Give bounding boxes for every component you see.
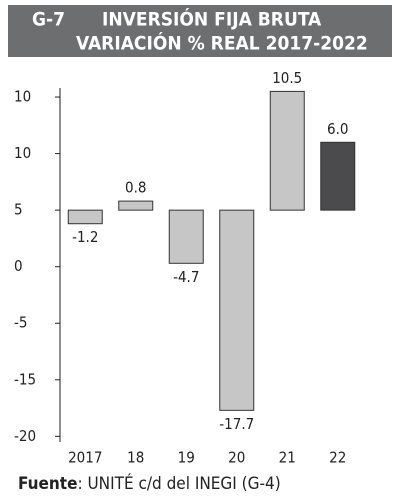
x-tick-label: 18 bbox=[127, 449, 144, 467]
source-label: Fuente bbox=[18, 474, 77, 494]
chart-code: G-7 bbox=[32, 9, 65, 31]
y-tick-label: -5 bbox=[14, 314, 27, 332]
y-tick-label: 10 bbox=[14, 144, 31, 162]
bar bbox=[320, 141, 356, 211]
value-label: 6.0 bbox=[327, 120, 348, 138]
y-tick-label: 5 bbox=[14, 201, 23, 219]
value-label: 0.8 bbox=[125, 179, 146, 197]
value-label: -4.7 bbox=[173, 268, 199, 286]
chart-subtitle: VARIACIÓN % REAL 2017-2022 bbox=[76, 31, 368, 55]
x-tick-label: 21 bbox=[279, 449, 296, 467]
value-label: -17.7 bbox=[219, 415, 254, 433]
y-tick-label: -20 bbox=[14, 427, 36, 445]
header-band bbox=[8, 5, 392, 57]
x-tick-label: 20 bbox=[228, 449, 245, 467]
x-tick-label: 22 bbox=[329, 449, 346, 467]
x-tick-label: 2017 bbox=[68, 449, 102, 467]
y-tick-label: 0 bbox=[14, 257, 23, 275]
source: Fuente: UNITÉ c/d del INEGI (G-4) bbox=[18, 472, 281, 494]
value-label: 10.5 bbox=[272, 69, 302, 87]
source-text: : UNITÉ c/d del INEGI (G-4) bbox=[77, 472, 280, 494]
bar bbox=[269, 90, 305, 211]
value-label: -1.2 bbox=[72, 228, 98, 246]
chart-title: INVERSIÓN FIJA BRUTA bbox=[102, 7, 322, 31]
x-tick-label: 19 bbox=[178, 449, 195, 467]
bar bbox=[67, 209, 103, 225]
y-tick-label: -15 bbox=[14, 370, 36, 388]
bar bbox=[168, 209, 204, 264]
y-tick-label: 10 bbox=[14, 88, 31, 106]
bar bbox=[118, 200, 154, 211]
bar bbox=[219, 209, 255, 411]
